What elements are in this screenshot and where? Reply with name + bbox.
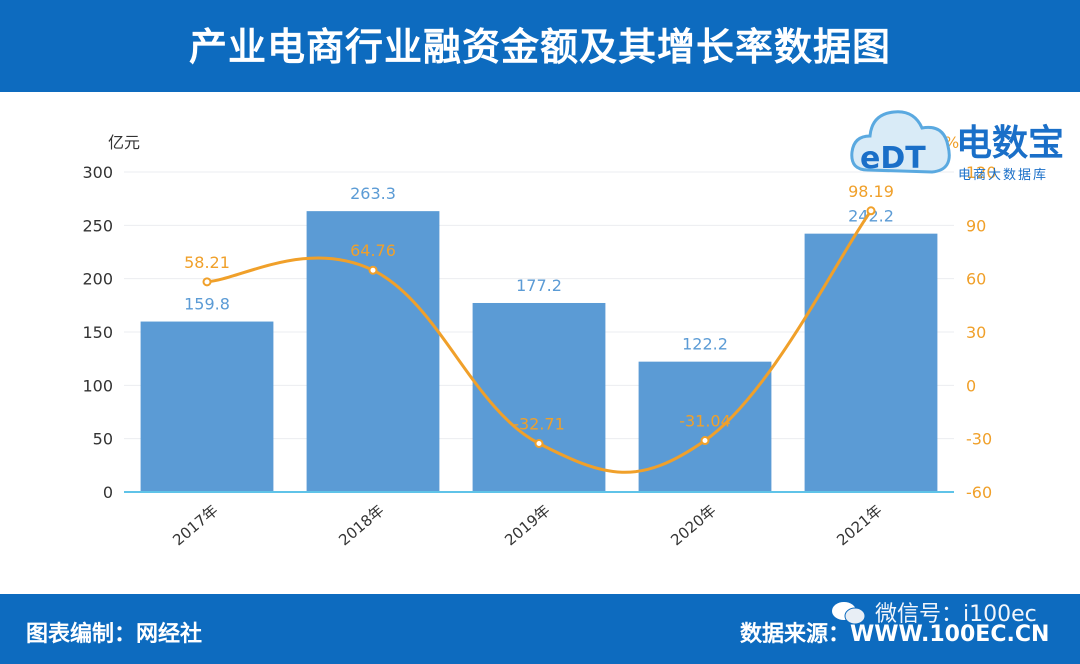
line-value-label: -31.04	[679, 412, 731, 431]
category-label: 2019年	[501, 501, 553, 549]
footer-wechat: 微信号：i100ec	[875, 602, 1037, 627]
logo-tagline: 电商大数据库	[958, 168, 1049, 183]
footer-credit: 图表编制：网经社	[26, 622, 203, 647]
right-tick-label: -30	[966, 430, 992, 449]
right-tick-label: 120	[966, 163, 997, 182]
bar-value-label: 122.2	[682, 335, 728, 354]
line-value-label: -32.71	[513, 414, 565, 433]
category-label: 2018年	[335, 501, 387, 549]
footer-source: 数据来源：WWW.100EC.CN	[740, 622, 1050, 647]
footer: 图表编制：网经社 数据来源：WWW.100EC.CN 微信号：i100ec	[0, 594, 1080, 664]
bar	[140, 321, 274, 492]
right-tick-label: 0	[966, 376, 976, 395]
line-point	[700, 436, 710, 446]
line-value-label: 58.21	[184, 253, 230, 272]
left-tick-label: 250	[82, 216, 113, 235]
left-tick-label: 0	[103, 483, 113, 502]
bar-value-label: 263.3	[350, 184, 396, 203]
wechat-icon	[832, 602, 866, 625]
right-tick-label: 90	[966, 216, 986, 235]
left-tick-label: 200	[82, 270, 113, 289]
line-point	[202, 277, 212, 287]
cloud-logo-icon: eDT	[850, 110, 951, 176]
category-label: 2020年	[667, 501, 719, 549]
bar	[804, 233, 938, 493]
bar-value-label: 242.2	[848, 207, 894, 226]
title-banner: 产业电商行业融资金额及其增长率数据图	[0, 0, 1080, 92]
category-label: 2021年	[833, 501, 885, 549]
line-value-label: 64.76	[350, 241, 396, 260]
left-tick-label: 150	[82, 323, 113, 342]
right-tick-label: 30	[966, 323, 986, 342]
page-title: 产业电商行业融资金额及其增长率数据图	[188, 25, 891, 69]
right-tick-label: -60	[966, 483, 992, 502]
right-tick-label: 60	[966, 270, 986, 289]
left-tick-label: 300	[82, 163, 113, 182]
logo-brand: 电数宝	[956, 123, 1065, 164]
left-tick-label: 100	[82, 376, 113, 395]
left-axis-unit: 亿元	[108, 133, 140, 152]
logo-mark: eDT	[860, 141, 926, 176]
bar-value-label: 177.2	[516, 276, 562, 295]
line-point	[866, 206, 876, 216]
line-value-label: 98.19	[848, 182, 894, 201]
logo: eDT 电数宝 电商大数据库	[848, 100, 1073, 190]
category-label: 2017年	[169, 501, 221, 549]
bar-value-label: 159.8	[184, 295, 230, 314]
line-point	[368, 265, 378, 275]
bar	[638, 361, 772, 492]
bar	[472, 302, 606, 492]
line-point	[534, 438, 544, 448]
left-tick-label: 50	[93, 430, 113, 449]
